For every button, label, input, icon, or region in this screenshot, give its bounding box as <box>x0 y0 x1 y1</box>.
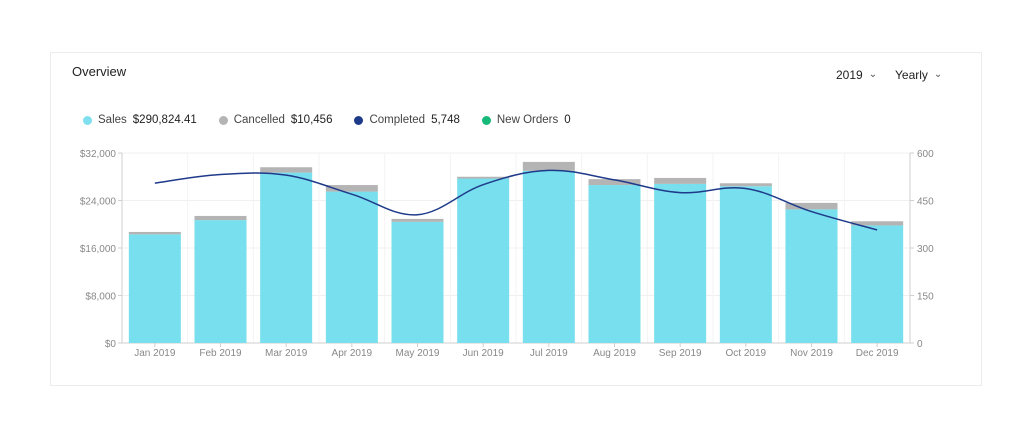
y-left-tick-label: $32,000 <box>80 149 117 160</box>
x-tick-label: Mar 2019 <box>265 348 308 359</box>
legend-dot <box>218 115 228 125</box>
chevron-down-icon: ⌄ <box>933 68 943 80</box>
bar-cancelled <box>851 221 904 226</box>
y-right-tick-label: 450 <box>917 197 934 208</box>
period-dropdown[interactable]: Yearly ⌄ <box>895 68 942 82</box>
legend-label: Cancelled <box>233 114 285 126</box>
card-title: Overview <box>72 64 127 79</box>
y-right-tick-label: 0 <box>917 339 923 350</box>
x-tick-label: Feb 2019 <box>199 348 242 359</box>
x-tick-label: Jan 2019 <box>134 348 176 359</box>
legend-dot <box>83 115 92 125</box>
legend-label: Sales <box>98 114 127 126</box>
legend-value: 0 <box>564 114 571 126</box>
bar-cancelled <box>588 179 641 186</box>
bar-sales <box>128 234 181 343</box>
legend-item-completed[interactable]: Completed 5,748 <box>354 114 460 126</box>
legend-item-new-orders[interactable]: New Orders 0 <box>481 114 571 126</box>
bar-cancelled <box>325 185 378 192</box>
y-right-tick-label: 600 <box>917 149 934 160</box>
legend-value: $290,824.41 <box>132 114 197 126</box>
y-right-tick-label: 150 <box>917 292 934 303</box>
bar-cancelled <box>260 167 313 173</box>
y-left-tick-label: $8,000 <box>85 292 116 303</box>
y-left-tick-label: $16,000 <box>80 244 117 255</box>
bar-cancelled <box>785 202 838 210</box>
bar-cancelled <box>457 176 510 179</box>
bar-sales <box>785 209 838 343</box>
bar-sales <box>391 221 444 343</box>
legend-label: Completed <box>369 114 426 126</box>
x-tick-label: Jul 2019 <box>530 348 568 359</box>
bar-sales <box>325 191 378 343</box>
bar-cancelled <box>719 183 772 187</box>
legend-value: $10,456 <box>290 114 333 126</box>
bar-cancelled <box>128 231 181 235</box>
bar-cancelled <box>391 218 444 222</box>
chevron-down-icon: ⌄ <box>868 68 878 80</box>
legend-value: 5,748 <box>431 114 460 126</box>
x-tick-label: Apr 2019 <box>332 348 373 359</box>
bar-sales <box>194 220 247 343</box>
year-dropdown[interactable]: 2019 ⌄ <box>836 68 877 82</box>
x-tick-label: Oct 2019 <box>726 348 767 359</box>
bar-cancelled <box>194 215 247 221</box>
x-tick-label: Dec 2019 <box>856 348 899 359</box>
legend-label: New Orders <box>496 114 559 126</box>
legend-dot <box>481 115 491 125</box>
bar-cancelled <box>654 177 707 184</box>
y-left-tick-label: $24,000 <box>80 197 117 208</box>
x-tick-label: Nov 2019 <box>790 348 833 359</box>
legend-dot <box>354 115 364 125</box>
bar-sales <box>457 178 510 343</box>
x-tick-label: Jun 2019 <box>463 348 505 359</box>
period-dropdown-label: Yearly <box>895 68 928 82</box>
bar-sales <box>522 170 575 343</box>
bar-sales <box>588 185 641 343</box>
legend-item-cancelled[interactable]: Cancelled $10,456 <box>218 114 333 126</box>
x-tick-label: May 2019 <box>396 348 440 359</box>
bar-sales <box>260 172 313 343</box>
bar-sales <box>719 186 772 343</box>
bar-sales <box>654 183 707 343</box>
x-tick-label: Aug 2019 <box>593 348 636 359</box>
line-completed <box>154 169 878 231</box>
y-left-tick-label: $0 <box>105 339 117 350</box>
legend-item-sales[interactable]: Sales $290,824.41 <box>83 114 197 126</box>
y-right-tick-label: 300 <box>917 244 934 255</box>
bar-sales <box>851 225 904 343</box>
bar-cancelled <box>522 161 575 171</box>
year-dropdown-label: 2019 <box>836 68 863 82</box>
chart-legend: Sales $290,824.41 Cancelled $10,456 Comp… <box>83 114 593 126</box>
x-tick-label: Sep 2019 <box>659 348 702 359</box>
